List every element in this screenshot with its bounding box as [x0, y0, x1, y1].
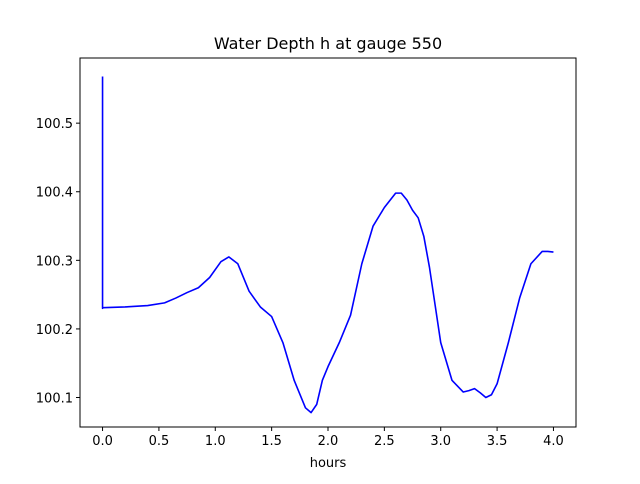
chart-title: Water Depth h at gauge 550 — [214, 34, 442, 53]
data-line-series-0 — [101, 76, 554, 414]
x-tick-label: 2.0 — [318, 434, 339, 449]
x-axis-label: hours — [310, 456, 347, 471]
y-tick-label: 100.5 — [36, 117, 73, 132]
axes-frame — [79, 57, 577, 428]
x-tick-label: 4.0 — [543, 434, 564, 449]
x-tick-label: 2.5 — [374, 434, 395, 449]
x-tick-label: 1.0 — [205, 434, 226, 449]
x-tick-label: 3.5 — [487, 434, 508, 449]
x-tick-label: 1.5 — [261, 434, 282, 449]
y-tick-label: 100.3 — [36, 254, 73, 269]
y-tick-label: 100.4 — [36, 186, 73, 201]
x-tick-label: 0.5 — [149, 434, 170, 449]
y-tick-label: 100.2 — [36, 323, 73, 338]
x-tick-label: 0.0 — [92, 434, 113, 449]
plot-area: 0.0 0.5 1.0 1.5 2.0 2.5 3.0 3.5 4.0 100.1 100.2 100… — [36, 57, 577, 449]
x-tick-label: 3.0 — [430, 434, 451, 449]
y-tick-label: 100.1 — [36, 392, 73, 407]
